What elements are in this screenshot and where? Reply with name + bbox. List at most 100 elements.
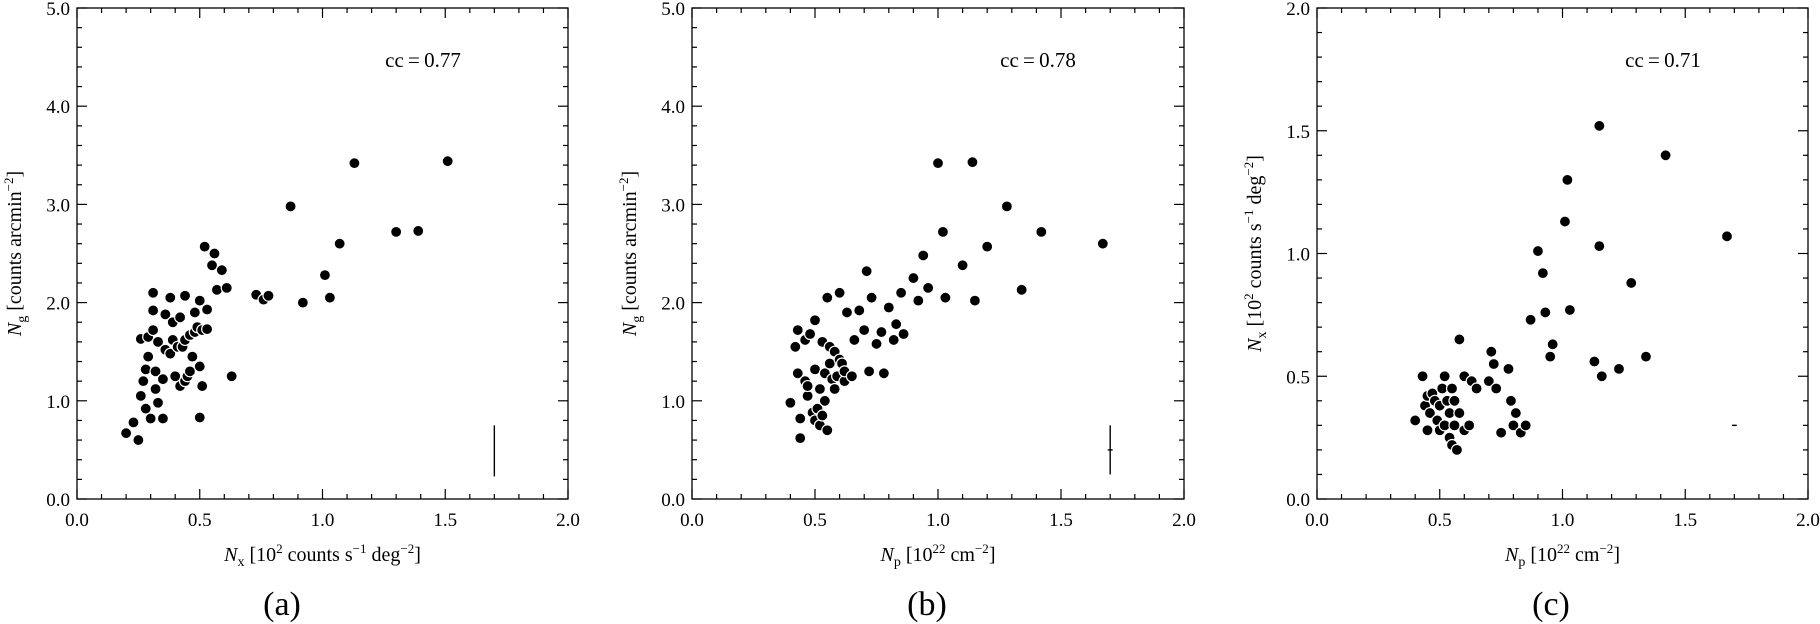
data-point (848, 333, 861, 347)
data-point (936, 225, 950, 238)
data-point (412, 224, 425, 238)
x-tick-label: 0.0 (1305, 510, 1329, 531)
data-point (1495, 426, 1508, 439)
data-point (183, 365, 197, 378)
data-point (149, 382, 162, 396)
data-point (870, 337, 883, 350)
x-tick-label: 0.5 (188, 510, 212, 531)
data-point (803, 327, 817, 341)
y-tick-label: 3.0 (661, 195, 685, 216)
y-tick-label: 2.0 (1286, 0, 1310, 20)
data-point (865, 291, 878, 304)
data-point (1463, 419, 1476, 432)
y-tick-label: 1.0 (46, 392, 70, 413)
y-tick-label: 5.0 (661, 0, 685, 20)
data-point (296, 296, 309, 309)
data-point (147, 286, 160, 299)
data-point (1539, 306, 1552, 319)
data-point (1448, 419, 1461, 432)
data-point (201, 323, 214, 336)
data-point (816, 409, 829, 422)
data-point (1524, 313, 1537, 326)
y-tick-label: 1.0 (1286, 245, 1310, 266)
correlation-annotation: cc = 0.71 (1625, 48, 1701, 72)
y-tick-label: 0.0 (1286, 490, 1310, 511)
data-point (1593, 119, 1606, 132)
y-tick-label: 4.0 (661, 97, 685, 118)
data-point (1453, 333, 1466, 346)
data-point (845, 370, 859, 383)
data-point (1531, 244, 1545, 258)
y-tick-label: 1.0 (661, 392, 685, 413)
data-point (348, 157, 361, 170)
data-point (1482, 375, 1495, 388)
data-point (791, 323, 804, 337)
data-point (208, 247, 221, 260)
data-point (917, 249, 930, 262)
data-point (333, 237, 346, 250)
data-point (142, 350, 155, 363)
data-point (147, 304, 160, 317)
data-point (1659, 149, 1672, 162)
x-tick-label: 1.0 (311, 510, 335, 531)
data-point (1561, 173, 1574, 186)
data-point (1438, 370, 1451, 383)
data-point (966, 156, 979, 169)
data-point (922, 281, 935, 294)
data-point (890, 318, 903, 331)
data-point (1612, 362, 1626, 375)
y-tick-label: 4.0 (46, 97, 70, 118)
data-point (1470, 382, 1483, 395)
data-point (144, 412, 157, 425)
data-point (887, 333, 900, 347)
data-point (139, 363, 152, 376)
data-point (840, 306, 854, 319)
data-point (956, 259, 969, 272)
data-point (151, 396, 165, 409)
data-point (1720, 230, 1734, 243)
x-tick-label: 1.0 (926, 510, 950, 531)
data-point (821, 424, 834, 437)
panel-b: 0.0 0.5 1.0 1.5 2.0 0.0 1.0 2.0 3.0 4.0 5.0 cc = 0.… (616, 0, 1196, 623)
data-point (1593, 240, 1606, 253)
data-point (875, 325, 888, 339)
data-point (794, 412, 807, 425)
y-tick-label: 2.0 (661, 294, 685, 315)
data-point (1588, 355, 1601, 368)
data-point (1595, 370, 1608, 383)
x-tick-label: 1.5 (1673, 510, 1697, 531)
data-point (174, 311, 187, 324)
data-point (1416, 370, 1429, 383)
y-tick-label: 2.0 (46, 294, 70, 315)
x-axis-label: Np [1022 cm−2] (1504, 541, 1620, 570)
data-point (149, 365, 162, 378)
data-point (262, 289, 275, 302)
panel-c: 0.0 0.5 1.0 1.5 2.0 0.0 0.5 1.0 1.5 2.0 cc = 0.71 N… (1241, 0, 1820, 623)
data-point (833, 286, 846, 299)
y-axis-label: Nx [102 counts s−1 deg−2] (1241, 155, 1270, 353)
data-point (882, 301, 895, 314)
data-point (931, 157, 945, 170)
data-point (821, 291, 834, 304)
data-point (186, 350, 199, 363)
panel-label: (b) (907, 586, 947, 623)
x-tick-label: 2.0 (1172, 510, 1196, 531)
data-point (968, 294, 982, 307)
x-tick-label: 0.5 (803, 510, 827, 531)
data-point (801, 379, 814, 393)
data-point (1015, 283, 1028, 296)
data-point (1558, 215, 1572, 228)
data-point (1409, 414, 1422, 427)
data-point (156, 412, 170, 425)
data-point (390, 225, 403, 238)
data-point (178, 289, 192, 302)
data-point (1502, 362, 1515, 375)
data-point (1625, 276, 1638, 290)
data-point (863, 365, 876, 378)
data-point (225, 370, 238, 383)
data-point (196, 379, 209, 393)
x-tick-label: 1.0 (1551, 510, 1575, 531)
data-point (828, 382, 841, 396)
data-point (220, 281, 233, 294)
